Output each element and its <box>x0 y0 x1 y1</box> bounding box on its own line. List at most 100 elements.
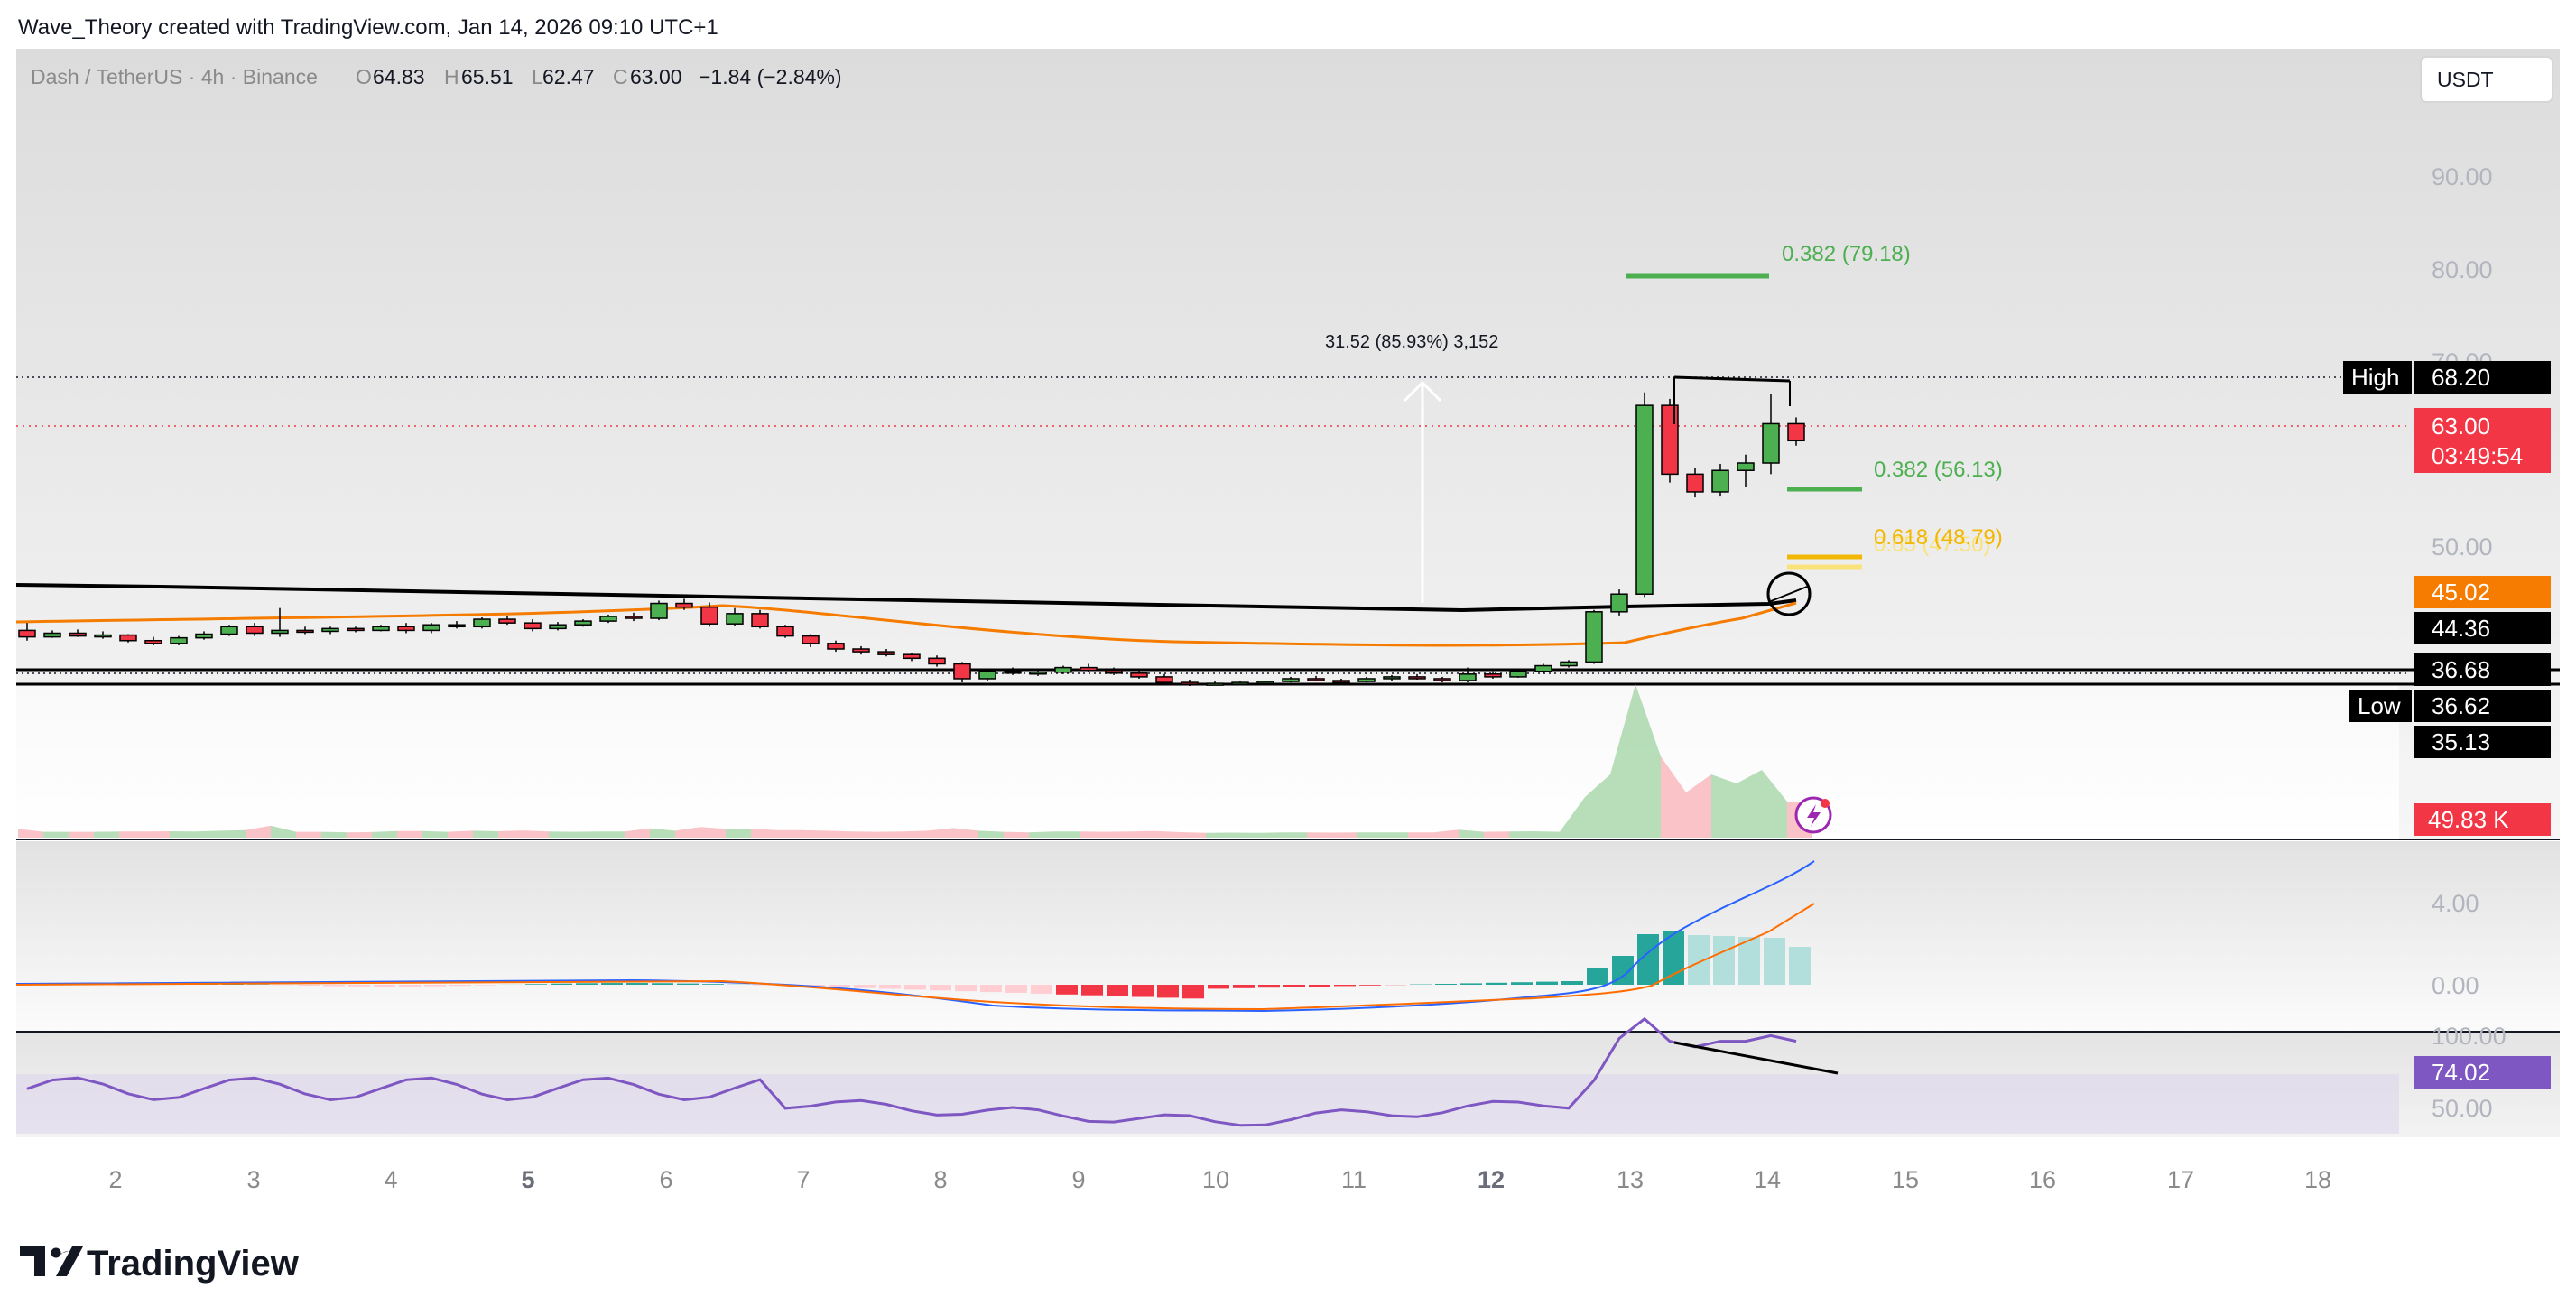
legend-low: 62.47 <box>542 65 595 88</box>
candle <box>700 602 718 627</box>
volume-segment <box>498 830 524 838</box>
candle-body-up <box>1610 593 1628 613</box>
candle-body-down <box>675 602 693 608</box>
macd-bar <box>904 985 926 990</box>
volume-segment <box>220 829 246 838</box>
candle <box>1534 663 1552 673</box>
candle <box>574 619 592 627</box>
currency-label: USDT <box>2437 68 2494 91</box>
fib-618-label: 0.618 (48.79) <box>1874 525 2003 550</box>
candle <box>321 626 339 635</box>
sma-price-label: 44.36 <box>2414 612 2551 644</box>
time-axis[interactable]: 2 3 4 5 6 7 8 9 10 11 12 13 14 15 16 17 18 <box>108 1166 2331 1193</box>
low-label-text: Low <box>2358 692 2401 719</box>
candle <box>1105 667 1123 675</box>
candle <box>473 616 491 629</box>
candle-body-up <box>1560 661 1578 667</box>
volume-segment <box>296 831 321 838</box>
lightning-icon[interactable] <box>1794 796 1832 834</box>
time-tick: 2 <box>108 1166 122 1193</box>
candle-body-up <box>1357 678 1376 682</box>
chart-credit: Wave_Theory created with TradingView.com… <box>18 15 718 40</box>
volume-segment <box>271 825 296 838</box>
rsi-line <box>26 1016 1797 1127</box>
candle <box>422 623 440 634</box>
macd-bar <box>930 985 951 991</box>
macd-bar <box>1561 981 1583 985</box>
candle-body-up <box>43 632 61 638</box>
time-tick: 18 <box>2304 1166 2331 1193</box>
candle-body-down <box>625 616 643 619</box>
price-tick: 80.00 <box>2432 256 2493 283</box>
high-value-text: 68.20 <box>2432 364 2490 391</box>
candle-body-up <box>1762 422 1780 464</box>
volume-segment <box>1509 831 1534 838</box>
candle-body-up <box>271 629 289 635</box>
candle <box>827 640 845 653</box>
candles <box>18 392 1805 686</box>
rsi-value-label: 74.02 <box>2414 1056 2551 1089</box>
level-2-text: 35.13 <box>2432 728 2490 755</box>
candle <box>195 631 213 640</box>
macd-bar <box>1182 985 1204 999</box>
macd-bar <box>1283 985 1305 987</box>
macd-pane[interactable] <box>16 841 2560 1031</box>
volume-segment <box>170 831 195 838</box>
macd-bar <box>399 985 421 987</box>
candle <box>1560 660 1578 668</box>
volume-segment <box>1737 770 1762 838</box>
macd-bar <box>803 985 825 987</box>
candle <box>1737 454 1755 487</box>
macd-bar <box>1738 937 1760 985</box>
macd-bar <box>702 984 724 985</box>
time-tick: 13 <box>1617 1166 1644 1193</box>
time-tick: 14 <box>1754 1166 1781 1193</box>
candle <box>650 600 668 621</box>
legend-change: −1.84 (−2.84%) <box>699 65 842 88</box>
rsi-value-text: 74.02 <box>2432 1059 2490 1086</box>
candle <box>1130 670 1148 679</box>
candle-body-up <box>1029 672 1047 675</box>
time-tick: 16 <box>2029 1166 2056 1193</box>
candle-body-down <box>802 635 820 644</box>
price-tick: 90.00 <box>2432 163 2493 190</box>
candle <box>978 669 996 681</box>
candle <box>1206 681 1224 686</box>
candle-body-up <box>1585 611 1603 663</box>
candle <box>69 629 87 637</box>
volume-segment <box>776 829 802 838</box>
legend-open: 64.83 <box>373 65 425 88</box>
candle-body-up <box>1711 469 1729 493</box>
measure-tool[interactable]: 31.52 (85.93%) 3,152 <box>1325 332 1498 603</box>
macd-bar <box>475 985 496 986</box>
candle <box>1787 417 1805 446</box>
currency-button[interactable]: USDT <box>2420 56 2553 103</box>
candle <box>372 625 390 632</box>
candle <box>1181 679 1199 686</box>
symbol-legend[interactable]: Dash / TetherUS · 4h · Binance O 64.83 H… <box>31 65 842 88</box>
macd-bar <box>1258 985 1280 988</box>
double-top-line <box>1673 375 1791 383</box>
candle-body-down <box>18 629 36 638</box>
volume-segment <box>599 831 625 838</box>
candle <box>726 607 744 626</box>
candle <box>498 615 516 626</box>
candle-body-up <box>1383 676 1401 680</box>
volume-segment <box>549 831 574 838</box>
candle-body-down <box>1408 676 1426 680</box>
candle-body-up <box>726 613 744 625</box>
candle-body-up <box>1206 682 1224 686</box>
candle-body-down <box>397 626 415 632</box>
candle <box>776 625 794 638</box>
macd-bar <box>525 984 547 985</box>
time-tick: 9 <box>1071 1166 1085 1193</box>
candle <box>1585 609 1603 664</box>
macd-bar <box>1435 984 1457 985</box>
macd-bar <box>449 985 471 987</box>
candle <box>1711 464 1729 497</box>
volume-segment <box>1610 684 1635 838</box>
candle-body-down <box>246 626 264 635</box>
candle <box>1054 665 1072 674</box>
candle <box>1484 671 1502 679</box>
